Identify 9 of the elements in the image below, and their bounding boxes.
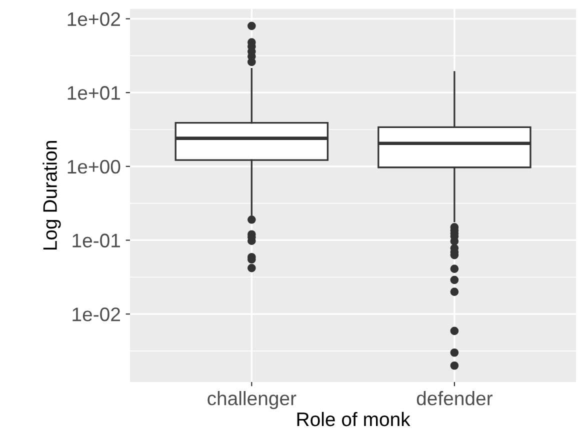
y-tick-label: 1e+01 — [68, 86, 120, 100]
y-tick-label: 1e-01 — [72, 234, 120, 248]
x-tick-label: defender — [416, 391, 492, 406]
y-tick-label: 1e+02 — [68, 12, 120, 26]
x-tick-label: challenger — [208, 391, 296, 410]
y-tick-label: 1e-02 — [72, 308, 120, 322]
y-axis-title: Log Duration — [42, 141, 61, 250]
y-tick-label: 1e+00 — [68, 160, 120, 174]
x-axis-title: Role of monk — [297, 412, 410, 426]
